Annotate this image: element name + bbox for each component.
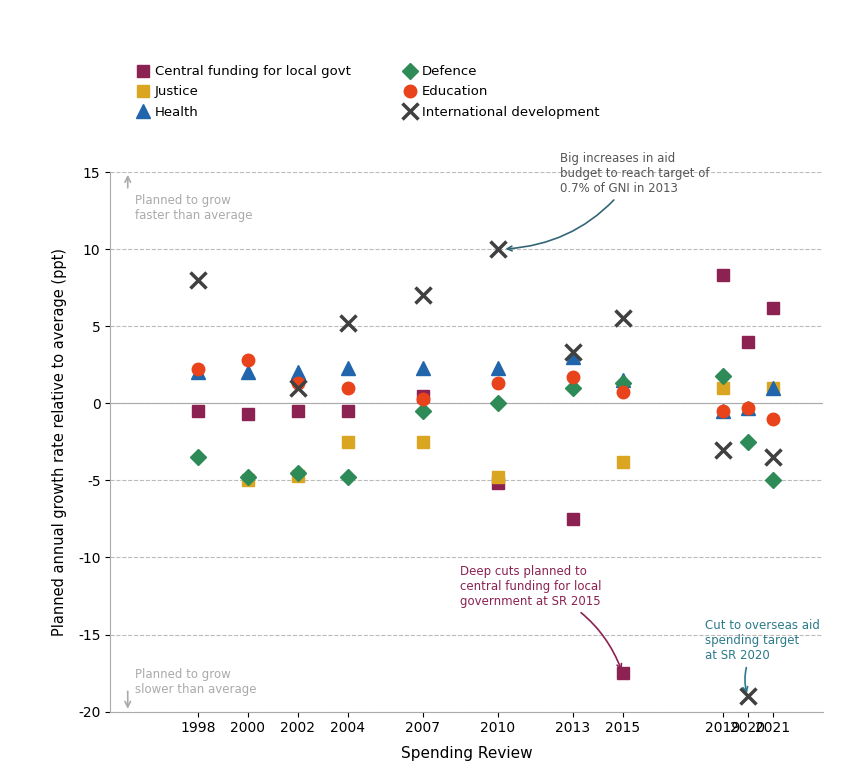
Education [192,364,203,374]
Education [493,378,503,388]
International development [743,691,753,701]
Health [767,383,778,393]
Defence [493,399,503,408]
Justice [343,437,353,447]
Text: Planned to grow
slower than average: Planned to grow slower than average [135,669,257,697]
Central funding for local govt [293,407,303,416]
Health [743,404,753,413]
Legend: Central funding for local govt, Justice, Health, Defence, Education, Internation: Central funding for local govt, Justice,… [131,60,605,124]
Text: Big increases in aid
budget to reach target of
0.7% of GNI in 2013: Big increases in aid budget to reach tar… [507,152,710,251]
Justice [717,383,728,393]
Education [617,388,628,397]
International development [717,445,728,454]
Line: International development: International development [190,242,780,704]
Central funding for local govt [717,271,728,280]
Text: Deep cuts planned to
central funding for local
government at SR 2015: Deep cuts planned to central funding for… [460,565,622,669]
International development [767,453,778,462]
Defence [243,472,253,482]
Defence [293,468,303,477]
Text: Planned to grow
faster than average: Planned to grow faster than average [135,194,253,221]
Text: Cut to overseas aid
spending target
at SR 2020: Cut to overseas aid spending target at S… [705,619,820,692]
Line: Defence: Defence [192,370,778,486]
Justice [617,457,628,467]
Defence [567,383,577,393]
Central funding for local govt [743,337,753,346]
X-axis label: Spending Review: Spending Review [400,747,533,762]
Education [417,394,427,404]
Y-axis label: Planned annual growth rate relative to average (ppt): Planned annual growth rate relative to a… [52,248,67,636]
Central funding for local govt [243,410,253,419]
Defence [343,472,353,482]
International development [567,348,577,357]
Defence [417,407,427,416]
Defence [717,371,728,380]
Health [567,353,577,362]
Central funding for local govt [567,515,577,524]
International development [343,318,353,328]
Education [743,404,753,413]
Justice [767,383,778,393]
Central funding for local govt [417,391,427,400]
Justice [417,437,427,447]
International development [293,383,303,393]
Defence [192,453,203,462]
Defence [617,378,628,388]
International development [617,314,628,323]
Health [293,368,303,377]
Line: Health: Health [191,350,779,418]
Education [567,372,577,382]
Defence [743,437,753,447]
Education [767,414,778,423]
International development [493,245,503,254]
International development [417,291,427,300]
Central funding for local govt [192,407,203,416]
Health [717,407,728,416]
International development [192,275,203,285]
Central funding for local govt [493,479,503,488]
Line: Education: Education [192,354,778,425]
Health [417,363,427,372]
Central funding for local govt [617,669,628,678]
Justice [243,475,253,485]
Justice [493,472,503,482]
Health [243,368,253,377]
Justice [293,471,303,480]
Health [343,363,353,372]
Health [192,368,203,377]
Central funding for local govt [767,303,778,312]
Health [493,363,503,372]
Education [243,356,253,365]
Line: Justice: Justice [242,382,778,486]
Education [717,407,728,416]
Line: Central funding for local govt: Central funding for local govt [192,269,778,680]
Central funding for local govt [343,407,353,416]
Defence [767,475,778,485]
Education [293,378,303,388]
Health [617,375,628,385]
Education [343,383,353,393]
